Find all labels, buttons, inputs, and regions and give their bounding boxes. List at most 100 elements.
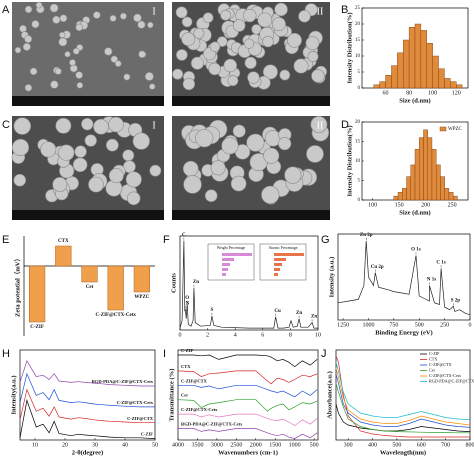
particle — [52, 176, 68, 192]
peak-label: Cu 2p — [371, 265, 384, 270]
particle — [305, 36, 320, 51]
histogram-bar — [450, 81, 457, 89]
particle — [114, 60, 122, 67]
panel-label: A — [2, 4, 10, 16]
inset-bar — [274, 263, 282, 266]
panel-label: I — [163, 348, 166, 360]
sem-image: II — [172, 2, 330, 106]
particle — [40, 141, 57, 158]
peak-label: N — [186, 301, 190, 306]
particle — [263, 147, 280, 164]
particle — [311, 69, 325, 83]
particle — [49, 3, 59, 13]
particle — [182, 160, 199, 177]
particle — [69, 59, 76, 66]
particle — [251, 24, 262, 35]
x-tick-label: 8 — [289, 332, 292, 338]
legend-label: WPZC — [448, 127, 463, 132]
particle — [11, 138, 30, 157]
legend-label: Cet — [429, 367, 436, 372]
particle — [182, 77, 196, 91]
line — [177, 370, 318, 385]
histogram-bar — [373, 84, 380, 89]
x-tick-label: 4 — [234, 332, 237, 338]
line — [335, 373, 471, 428]
inset-bar — [222, 263, 230, 266]
sem-info-bar — [12, 96, 164, 106]
particle — [172, 68, 184, 80]
y-tick-label: 5 — [358, 179, 361, 184]
particle — [88, 176, 104, 193]
particle — [58, 144, 75, 161]
particle — [13, 173, 27, 187]
x-tick-label: 2 — [206, 332, 209, 338]
line — [178, 384, 318, 398]
particle — [93, 11, 101, 19]
particle — [190, 56, 204, 70]
inset-title: Atomic Percentage — [269, 246, 298, 250]
x-tick-label: 250 — [440, 322, 449, 328]
peak-label: Zn — [311, 315, 317, 320]
histogram-bar — [444, 188, 450, 201]
particle — [221, 137, 239, 155]
x-tick-label: 40 — [122, 442, 128, 448]
bar — [133, 265, 151, 293]
peak-label: S 2p — [451, 298, 461, 303]
inset-bar — [274, 273, 278, 276]
particle — [223, 58, 238, 73]
histogram-bar — [419, 137, 424, 201]
histogram-bar — [436, 164, 441, 201]
particle — [279, 69, 291, 81]
particle — [243, 8, 257, 23]
particle — [149, 164, 162, 177]
inset-box — [207, 243, 255, 281]
line — [179, 240, 318, 329]
x-tick-label: 3500 — [191, 442, 203, 448]
inset-bar — [222, 258, 234, 261]
inset-bar — [222, 273, 226, 276]
particle — [247, 71, 260, 84]
x-tick-label: 300 — [344, 442, 353, 448]
particle — [108, 168, 124, 184]
y-axis-label: Zeta potential（mV） — [13, 255, 21, 317]
y-axis-label: Intensity (a.u.) — [328, 257, 335, 298]
peak-label: Zn — [193, 280, 199, 285]
particle — [209, 41, 221, 52]
x-tick-label: 4000 — [172, 442, 184, 448]
particle — [298, 10, 311, 23]
histogram-bar — [452, 195, 458, 201]
y-axis-label: Counts — [170, 273, 177, 293]
series-label: RGD-PDA@C-ZIF@CTX-Cetx — [92, 379, 154, 384]
histogram-bar — [385, 74, 392, 89]
x-tick-label: 2000 — [250, 442, 262, 448]
particle — [202, 12, 214, 24]
sem-image: I — [11, 116, 164, 220]
y-axis-label: Intensity Distribution(%) — [346, 13, 353, 84]
x-tick-label: 250 — [448, 202, 457, 208]
panel-label: G — [321, 234, 330, 246]
inset-title: Weight Percentage — [217, 246, 246, 250]
series-label: Cet — [181, 393, 188, 398]
panel-label: C — [2, 119, 10, 131]
histogram-bar — [448, 191, 454, 201]
histogram-bar — [408, 27, 416, 89]
panel-label: F — [163, 234, 170, 246]
y-tick-label: 25 — [355, 6, 361, 11]
sem-label: I — [152, 6, 155, 17]
bar-label: Cet — [86, 285, 94, 290]
particle — [50, 80, 59, 89]
series-label: C-ZIF@CTX-Cetx — [117, 400, 154, 405]
line — [335, 367, 471, 426]
histogram-bar — [438, 68, 445, 89]
x-tick-label: 150 — [395, 202, 404, 208]
x-tick-label: 100 — [428, 90, 437, 96]
particle — [181, 32, 196, 47]
bar-label: CTX — [58, 239, 69, 244]
particle — [24, 35, 33, 43]
peak-label: C — [182, 233, 186, 238]
particle — [208, 62, 221, 76]
particle — [119, 12, 127, 20]
legend-label: CTX — [429, 356, 437, 361]
x-tick-label: 700 — [441, 442, 450, 448]
particle — [64, 51, 71, 58]
